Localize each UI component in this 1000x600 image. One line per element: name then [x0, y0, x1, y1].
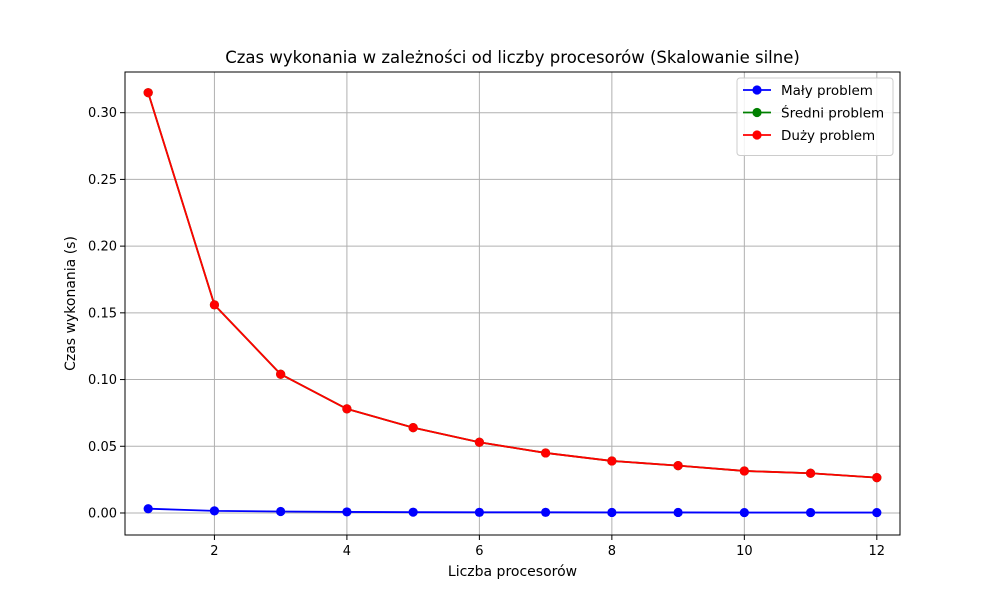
series-line-3 [147, 92, 877, 479]
y-tick-label: 0.25 [88, 173, 117, 188]
legend-label: Mały problem [781, 83, 873, 99]
data-point [739, 466, 749, 476]
data-point [209, 506, 220, 516]
data-point [607, 456, 617, 466]
y-tick-label: 0.00 [88, 506, 117, 521]
y-tick-label: 0.20 [88, 240, 117, 255]
x-tick-label: 12 [869, 544, 886, 559]
data-point [342, 404, 352, 414]
data-point [408, 507, 418, 517]
series-lines [147, 92, 877, 514]
x-tick-label: 6 [475, 544, 483, 559]
y-ticks: 0.00 0.05 0.10 0.15 0.20 0.25 0.30 [88, 106, 125, 521]
y-tick-label: 0.15 [88, 306, 117, 321]
data-point [739, 507, 749, 518]
series-line-1 [148, 507, 877, 514]
legend-marker [752, 130, 762, 140]
data-point [872, 473, 882, 483]
x-axis-label: Liczba procesorów [448, 564, 577, 580]
data-point [607, 507, 617, 518]
y-tick-label: 0.05 [88, 440, 117, 455]
data-point [143, 504, 153, 514]
x-tick-label: 8 [608, 544, 616, 559]
data-point [805, 468, 816, 478]
data-point [805, 507, 816, 518]
legend-label: Średni problem [781, 104, 884, 122]
data-point [276, 506, 286, 517]
data-point [143, 88, 153, 98]
data-point [474, 507, 484, 517]
axes-frame [124, 71, 901, 536]
data-point [872, 507, 882, 518]
data-point [408, 422, 418, 433]
legend-box [736, 77, 894, 156]
data-point [673, 507, 683, 518]
y-tick-label: 0.10 [88, 373, 117, 388]
x-tick-label: 10 [736, 544, 753, 559]
data-point [209, 300, 220, 310]
legend: Mały problem Średni problem Duży problem [736, 77, 894, 156]
y-tick-label: 0.30 [88, 106, 117, 121]
legend-marker [752, 85, 762, 95]
y-axis-label: Czas wykonania (s) [63, 236, 79, 371]
chart-title: Czas wykonania w zależności od liczby pr… [225, 48, 800, 67]
x-tick-label: 4 [343, 544, 351, 559]
legend-label: Duży problem [781, 128, 875, 144]
series-markers [143, 88, 882, 518]
x-tick-label: 2 [210, 544, 218, 559]
data-point [673, 461, 683, 471]
legend-marker [752, 107, 762, 118]
data-point [474, 437, 484, 447]
x-ticks: 2 4 6 8 10 12 [210, 535, 885, 559]
data-point [342, 507, 352, 517]
data-point [541, 448, 551, 458]
data-point [276, 369, 286, 379]
data-point [541, 507, 551, 517]
